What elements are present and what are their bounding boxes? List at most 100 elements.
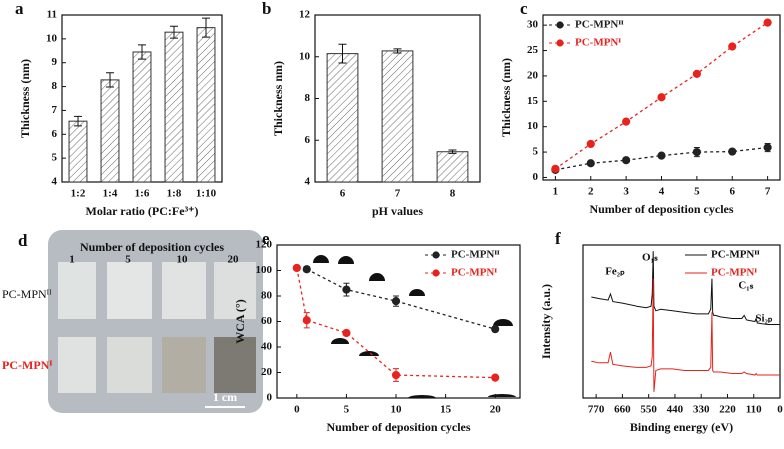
data-point: [302, 265, 311, 274]
x-tick-label: 0: [294, 404, 300, 416]
y-tick-label: 120: [256, 239, 273, 251]
error-bar: [170, 25, 178, 39]
series-line: [591, 278, 780, 392]
data-point: [622, 156, 631, 165]
droplet-icon: [313, 255, 329, 263]
x-tick-label: 1:2: [71, 188, 86, 200]
x-tick-label: 8: [450, 188, 456, 200]
y-tick-label: 9: [52, 56, 58, 68]
x-tick-label: 1:6: [135, 188, 150, 200]
panel-label: c: [520, 0, 528, 18]
droplet-icon: [338, 256, 354, 264]
x-tick-label: 5: [694, 186, 700, 198]
data-point: [551, 164, 560, 173]
x-tick-label: 2: [588, 186, 594, 198]
y-tick-label: 5: [533, 146, 539, 158]
legend-label: PC-MPNᴵ: [711, 267, 757, 279]
droplet-icon: [369, 273, 385, 281]
x-axis-label: Number of deposition cycles: [326, 420, 470, 434]
droplet-icon: [331, 338, 349, 344]
x-tick-label: 20: [490, 404, 502, 416]
droplet-icon: [359, 351, 379, 356]
droplet-icon: [488, 394, 516, 397]
y-tick-label: 80: [261, 290, 273, 302]
x-tick-label: 0: [777, 404, 783, 416]
x-axis-label: Molar ratio (PC:Fe³⁺): [86, 204, 199, 218]
row-label: PC-MPNᴵ: [2, 358, 52, 372]
x-tick-label: 10: [391, 404, 403, 416]
y-tick-label: 25: [527, 44, 539, 56]
scale-label: 1 cm: [213, 390, 237, 404]
error-bar: [138, 44, 146, 60]
legend-marker: [556, 39, 564, 47]
droplets: [313, 255, 516, 398]
droplet-icon: [408, 395, 436, 398]
legend-label: PC-MPNᴵ: [451, 267, 497, 279]
data-point: [692, 147, 701, 157]
data-point: [728, 147, 737, 156]
y-axis-label: Thickness nm): [271, 61, 285, 136]
x-tick-label: 4: [659, 186, 665, 198]
x-tick-label: 1:8: [167, 188, 182, 200]
series-line: [591, 251, 780, 326]
legend-marker: [556, 21, 564, 29]
film: [58, 337, 96, 393]
photo-panel: d Number of deposition cycles 1 5 10 20 …: [2, 230, 263, 413]
annotation: O₁ₛ: [642, 252, 658, 264]
y-tick-label: 6: [305, 134, 311, 146]
data-point: [692, 69, 701, 78]
x-tick-label: 7: [765, 186, 771, 198]
panel-label: d: [18, 231, 28, 250]
data-point: [586, 159, 595, 168]
y-tick-label: 10: [527, 120, 539, 132]
data-point: [763, 143, 772, 152]
film: [58, 262, 96, 319]
bar: [68, 120, 88, 183]
x-tick-label: 440: [667, 404, 684, 416]
panel-label: f: [555, 229, 561, 248]
y-tick-label: 30: [527, 19, 539, 31]
data-point: [763, 18, 772, 27]
droplet-icon: [409, 289, 425, 296]
y-axis-label: Intensity (a.u.): [539, 284, 553, 359]
plot-frame: [582, 244, 781, 399]
x-axis-label: Binding energy (eV): [630, 420, 733, 434]
x-tick-label: 15: [440, 404, 452, 416]
x-tick-label: 3: [623, 186, 629, 198]
y-tick-label: 60: [261, 315, 273, 327]
y-tick-label: 11: [47, 9, 57, 21]
bar: [100, 79, 120, 183]
error-bar: [338, 43, 347, 64]
y-tick-label: 20: [261, 366, 273, 378]
x-tick-label: 220: [719, 404, 736, 416]
column-label: 1: [69, 254, 75, 266]
film: [107, 337, 152, 393]
bar: [164, 31, 184, 183]
x-tick-label: 5: [344, 404, 350, 416]
annotation: Fe₂ₚ: [605, 266, 625, 278]
y-tick-label: 4: [52, 176, 58, 188]
column-label: 10: [177, 254, 189, 266]
x-axis-label: pH values: [372, 204, 423, 218]
data-point: [622, 117, 631, 126]
film: [107, 262, 152, 319]
data-point: [586, 139, 595, 149]
panel-label: a: [15, 0, 24, 18]
legend-marker: [432, 251, 440, 259]
bar: [381, 50, 414, 183]
data-point: [728, 42, 737, 51]
row-label: PC-MPNᴵᴵ: [2, 287, 52, 301]
panel-label: b: [262, 0, 271, 18]
data-point: [657, 93, 666, 102]
y-tick-label: 0: [533, 171, 539, 183]
error-bar: [393, 48, 402, 54]
film: [214, 262, 256, 319]
data-point: [391, 370, 401, 380]
legend-label: PC-MPNᴵ: [575, 37, 621, 49]
data-point: [292, 263, 301, 273]
y-tick-label: 12: [299, 9, 311, 21]
legend-label: PC-MPNᴵᴵ: [711, 249, 760, 261]
series-line: [296, 267, 496, 379]
annotation: C₁ₛ: [738, 280, 753, 292]
bar: [326, 53, 359, 183]
